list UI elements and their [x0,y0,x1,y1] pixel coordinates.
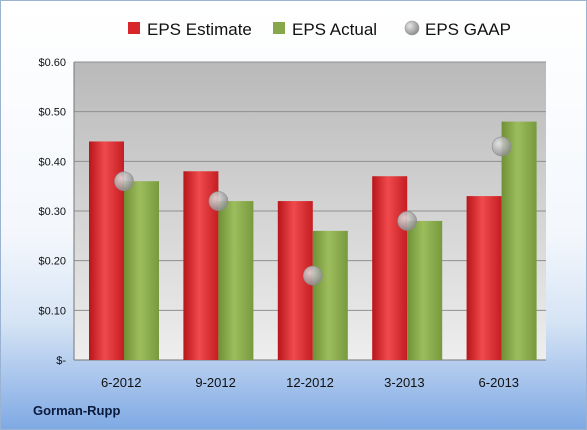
y-tick-label: $0.40 [38,156,66,168]
y-tick-label: $0.50 [38,107,66,119]
y-tick-label: $- [56,355,66,367]
y-axis: $- $0.10 $0.20 $0.30 $0.40 $0.50 $0.60 [38,57,66,367]
point-eps-gaap-9-2012 [208,191,229,211]
legend-swatch-eps-actual [273,22,285,34]
bar-eps-actual-6-2013 [501,121,537,360]
point-eps-gaap-6-2013 [491,136,512,157]
x-category-label: 3-2013 [384,375,424,390]
y-tick-label: $0.30 [38,206,66,218]
x-category-label: 6-2013 [479,375,519,390]
bar-eps-estimate-3-2013 [372,176,408,360]
legend-label-eps-gaap: EPS GAAP [425,20,511,39]
point-eps-gaap-3-2013 [397,211,418,231]
point-eps-gaap-6-2012 [114,171,134,191]
legend-swatch-eps-estimate [128,22,140,34]
legend-label-eps-estimate: EPS Estimate [147,20,252,39]
x-axis: 6-2012 9-2012 12-2012 3-2013 6-2013 [101,375,519,390]
bar-eps-actual-12-2012 [312,230,348,360]
bar-eps-estimate-6-2013 [466,196,502,360]
x-category-label: 6-2012 [101,375,141,390]
legend: EPS Estimate EPS Actual EPS GAAP [128,20,511,39]
bars [89,121,537,360]
point-eps-gaap-12-2012 [302,265,323,286]
legend-swatch-eps-gaap [404,20,420,36]
legend-label-eps-actual: EPS Actual [292,20,377,39]
bar-eps-actual-6-2012 [124,181,159,360]
gaap-points [114,136,512,286]
y-tick-label: $0.10 [38,305,66,317]
x-category-label: 9-2012 [195,375,235,390]
x-category-label: 12-2012 [286,375,334,390]
y-tick-label: $0.20 [38,256,66,268]
bar-eps-actual-3-2013 [407,220,443,360]
y-tick-label: $0.60 [38,57,66,69]
company-name: Gorman-Rupp [33,403,121,418]
bar-eps-actual-9-2012 [218,201,254,360]
